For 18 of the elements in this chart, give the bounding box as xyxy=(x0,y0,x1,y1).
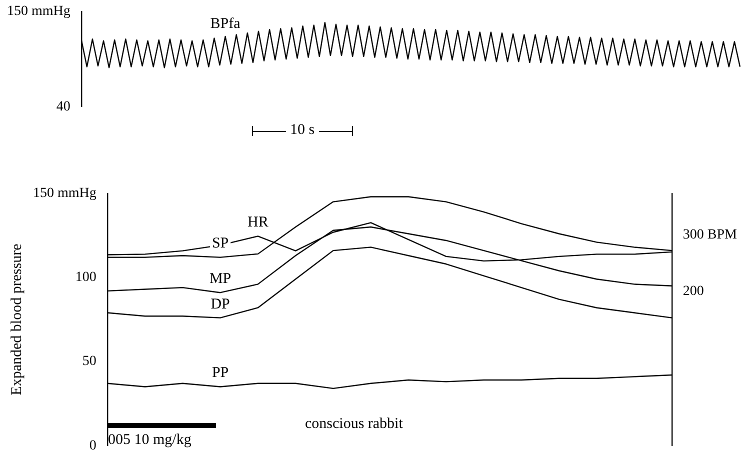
y-tick-label: 100 xyxy=(75,270,96,286)
y-tick-label: 50 xyxy=(82,354,96,370)
text: 10 s xyxy=(290,122,315,139)
series-label: MP xyxy=(209,271,232,288)
series-label: PP xyxy=(212,365,229,382)
series-label: SP xyxy=(212,236,229,252)
y-tick-label: 150 mmHg xyxy=(7,4,70,20)
annotation: 005 10 mg/kg xyxy=(108,432,192,449)
y2-tick-label: 200 xyxy=(682,284,704,300)
series-label: HR xyxy=(248,214,268,231)
y-tick-label: 40 xyxy=(56,99,70,114)
y2-tick-label: 300 BPM xyxy=(682,228,738,243)
series-label: BPfa xyxy=(210,16,241,32)
y-tick-label: 0 xyxy=(89,438,96,454)
series-label: DP xyxy=(210,296,230,312)
y-axis-title: Expanded blood pressure xyxy=(8,243,25,396)
annotation: conscious rabbit xyxy=(305,416,403,433)
y-tick-label: 150 mmHg xyxy=(33,186,96,202)
